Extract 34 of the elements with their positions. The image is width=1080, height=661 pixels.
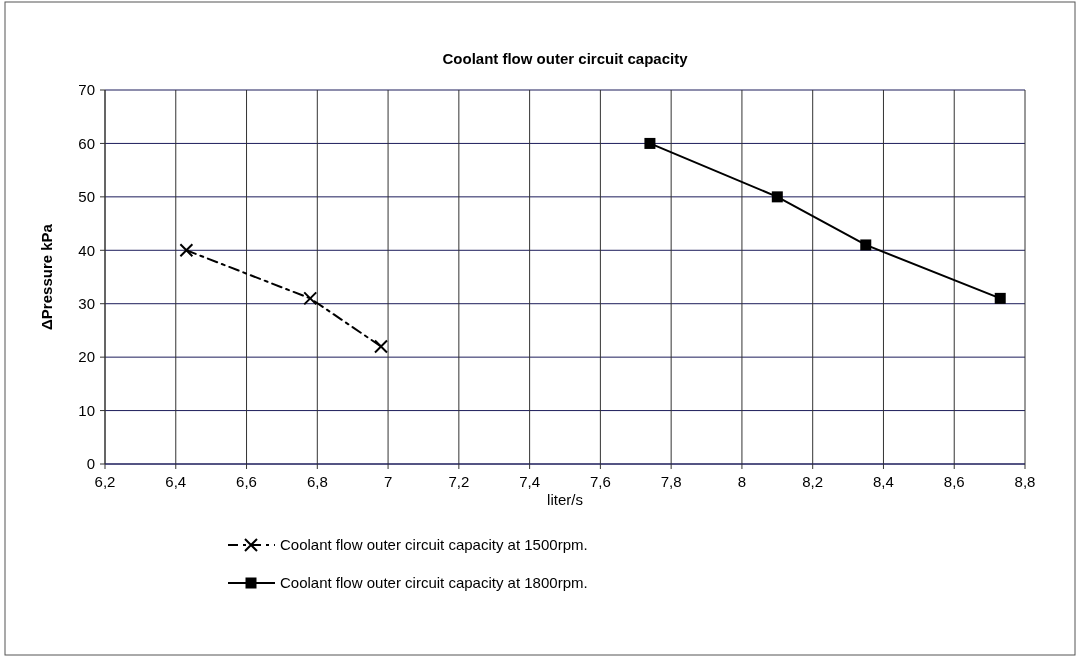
x-tick-label: 6,8 bbox=[306, 473, 328, 490]
point bbox=[644, 137, 656, 149]
x-axis-title: liter/s bbox=[547, 491, 583, 508]
y-axis-title: ΔPressure kPa bbox=[38, 223, 55, 330]
x-tick-label: 6,4 bbox=[165, 473, 187, 490]
point bbox=[860, 239, 872, 251]
x-tick-label: 8,6 bbox=[943, 473, 965, 490]
y-tick-label: 30 bbox=[78, 294, 95, 312]
x-tick-label: 8,8 bbox=[1014, 473, 1036, 490]
chart-title: Coolant flow outer circuit capacity bbox=[442, 50, 689, 67]
point bbox=[179, 243, 194, 258]
x-tick-label: 8 bbox=[737, 473, 747, 490]
x-tick-label: 7 bbox=[383, 473, 393, 490]
x-tick-label: 7,2 bbox=[448, 473, 470, 490]
y-tick-label: 40 bbox=[78, 241, 95, 259]
x-tick-label: 8,4 bbox=[873, 473, 894, 490]
x-tick-label: 7,6 bbox=[589, 473, 611, 490]
y-tick-label: 20 bbox=[78, 348, 95, 366]
y-tick-label: 60 bbox=[78, 134, 95, 152]
point bbox=[771, 191, 783, 203]
x-tick-label: 8,2 bbox=[802, 473, 824, 490]
legend-label: Coolant flow outer circuit capacity at 1800rpm. bbox=[280, 574, 588, 592]
point bbox=[303, 291, 318, 306]
x-tick-label: 6,2 bbox=[94, 473, 116, 490]
y-tick-label: 0 bbox=[86, 455, 95, 473]
y-tick-label: 10 bbox=[78, 401, 95, 419]
point bbox=[994, 292, 1006, 304]
y-tick-label: 50 bbox=[78, 188, 95, 206]
x-tick-label: 7,8 bbox=[660, 473, 682, 490]
y-tick-label: 70 bbox=[78, 81, 95, 99]
point bbox=[374, 339, 388, 354]
x-tick-label: 7,4 bbox=[519, 473, 541, 490]
legend-label: Coolant flow outer circuit capacity at 1500rpm. bbox=[280, 536, 588, 554]
x-tick-label: 6,6 bbox=[236, 473, 257, 490]
